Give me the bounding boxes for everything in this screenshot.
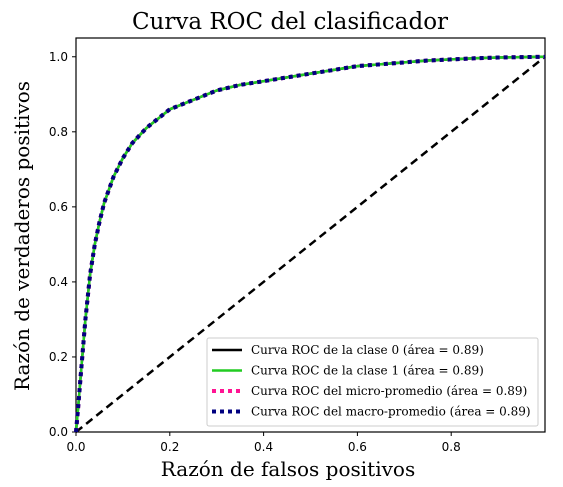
legend-item-micro-average-label: Curva ROC del micro-promedio (área = 0.8… <box>251 384 527 398</box>
x-tick-label: 0.0 <box>66 440 85 454</box>
x-tick-label: 0.2 <box>160 440 179 454</box>
y-tick-label: 1.0 <box>49 50 68 64</box>
y-tick-label: 0.0 <box>49 425 68 439</box>
legend: Curva ROC de la clase 0 (área = 0.89) Cur… <box>206 337 539 427</box>
x-tick-label: 0.8 <box>442 440 461 454</box>
y-axis-label: Razón de verdaderos positivos <box>10 81 34 391</box>
legend-item-class-1-label: Curva ROC de la clase 1 (área = 0.89) <box>251 364 484 378</box>
x-axis-ticks: 0.0 0.2 0.4 0.6 0.8 <box>66 432 461 454</box>
x-axis-label: Razón de falsos positivos <box>161 457 415 481</box>
y-tick-label: 0.6 <box>49 200 68 214</box>
chart-title: Curva ROC del clasificador <box>132 9 448 35</box>
y-tick-label: 0.4 <box>49 275 68 289</box>
x-tick-label: 0.4 <box>254 440 273 454</box>
roc-macro-average-line <box>74 54 546 433</box>
legend-item-macro-average-label: Curva ROC del macro-promedio (área = 0.8… <box>251 405 531 419</box>
legend-box <box>206 337 539 427</box>
chance-diagonal-line <box>75 55 546 433</box>
y-tick-label: 0.2 <box>49 350 68 364</box>
y-axis-ticks: 0.0 0.2 0.4 0.6 0.8 1.0 <box>49 50 76 439</box>
x-tick-label: 0.6 <box>348 440 367 454</box>
legend-item-class-0-label: Curva ROC de la clase 0 (área = 0.89) <box>251 343 484 357</box>
y-tick-label: 0.8 <box>49 125 68 139</box>
roc-lines <box>74 54 546 433</box>
